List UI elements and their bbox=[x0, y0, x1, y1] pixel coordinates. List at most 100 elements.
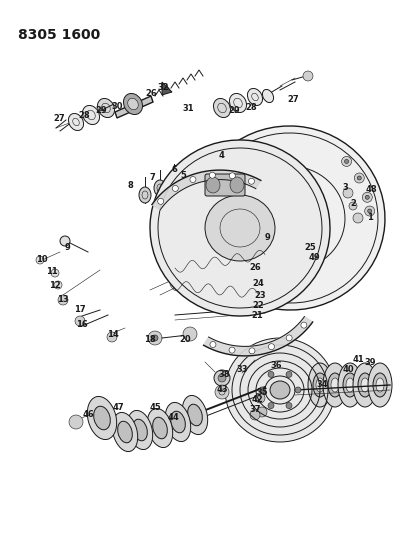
Ellipse shape bbox=[168, 174, 180, 190]
Text: 11: 11 bbox=[46, 268, 58, 277]
Circle shape bbox=[248, 178, 254, 184]
Ellipse shape bbox=[187, 404, 202, 426]
Text: 28: 28 bbox=[78, 110, 90, 119]
Text: 40: 40 bbox=[342, 366, 353, 375]
Text: 45: 45 bbox=[149, 403, 160, 413]
Circle shape bbox=[54, 281, 62, 289]
Text: 38: 38 bbox=[218, 370, 229, 379]
Text: 42: 42 bbox=[250, 395, 262, 405]
Text: 41: 41 bbox=[351, 356, 363, 365]
Text: 30: 30 bbox=[111, 101, 122, 110]
Circle shape bbox=[182, 327, 196, 341]
Ellipse shape bbox=[68, 114, 83, 131]
Text: 39: 39 bbox=[363, 359, 375, 367]
Text: 25: 25 bbox=[303, 244, 315, 253]
Text: 47: 47 bbox=[112, 403, 124, 413]
Ellipse shape bbox=[330, 378, 338, 392]
Ellipse shape bbox=[259, 190, 319, 246]
Ellipse shape bbox=[315, 378, 323, 392]
Circle shape bbox=[285, 402, 291, 409]
Ellipse shape bbox=[177, 170, 189, 186]
Ellipse shape bbox=[127, 410, 152, 449]
Ellipse shape bbox=[337, 363, 361, 407]
Ellipse shape bbox=[97, 99, 114, 118]
Text: 10: 10 bbox=[36, 255, 48, 264]
Circle shape bbox=[36, 256, 44, 264]
Circle shape bbox=[306, 243, 316, 253]
Text: 18: 18 bbox=[144, 335, 155, 344]
Ellipse shape bbox=[117, 421, 132, 443]
Text: 49: 49 bbox=[308, 254, 319, 262]
Circle shape bbox=[69, 415, 83, 429]
Text: 23: 23 bbox=[254, 290, 265, 300]
Circle shape bbox=[285, 372, 291, 377]
Circle shape bbox=[189, 176, 196, 182]
Text: 28: 28 bbox=[245, 102, 256, 111]
Text: 36: 36 bbox=[270, 361, 281, 370]
Ellipse shape bbox=[229, 177, 243, 193]
Ellipse shape bbox=[123, 93, 142, 115]
Ellipse shape bbox=[312, 373, 326, 397]
Circle shape bbox=[348, 202, 356, 210]
Text: 27: 27 bbox=[286, 94, 298, 103]
Text: 1: 1 bbox=[366, 214, 372, 222]
Circle shape bbox=[249, 410, 259, 420]
Text: 16: 16 bbox=[76, 320, 88, 329]
Text: 46: 46 bbox=[82, 410, 94, 419]
Circle shape bbox=[267, 372, 273, 377]
Circle shape bbox=[310, 254, 318, 262]
Circle shape bbox=[353, 173, 363, 183]
Ellipse shape bbox=[360, 378, 368, 392]
Text: 43: 43 bbox=[216, 385, 227, 394]
Ellipse shape bbox=[87, 397, 117, 440]
Circle shape bbox=[248, 348, 254, 354]
Circle shape bbox=[209, 172, 215, 178]
Text: 8: 8 bbox=[127, 181, 133, 190]
Ellipse shape bbox=[345, 378, 353, 392]
Circle shape bbox=[356, 176, 360, 180]
Polygon shape bbox=[162, 82, 172, 95]
Circle shape bbox=[300, 322, 306, 328]
Text: 34: 34 bbox=[315, 381, 327, 390]
Ellipse shape bbox=[112, 413, 137, 451]
Circle shape bbox=[285, 335, 292, 341]
Ellipse shape bbox=[165, 402, 190, 441]
Ellipse shape bbox=[322, 363, 346, 407]
Ellipse shape bbox=[128, 98, 138, 110]
Text: 3: 3 bbox=[341, 183, 347, 192]
Ellipse shape bbox=[182, 395, 207, 434]
Ellipse shape bbox=[372, 373, 386, 397]
Text: 24: 24 bbox=[252, 279, 263, 287]
Text: 9: 9 bbox=[265, 232, 270, 241]
Text: 20: 20 bbox=[179, 335, 190, 344]
Text: 26: 26 bbox=[249, 263, 260, 272]
Circle shape bbox=[352, 213, 362, 223]
Text: 13: 13 bbox=[57, 295, 69, 304]
Text: 14: 14 bbox=[107, 330, 119, 340]
Circle shape bbox=[172, 185, 178, 191]
Text: 5: 5 bbox=[180, 171, 186, 180]
Circle shape bbox=[268, 344, 274, 350]
Circle shape bbox=[364, 195, 369, 199]
Circle shape bbox=[256, 407, 266, 417]
Circle shape bbox=[341, 156, 351, 166]
Ellipse shape bbox=[82, 106, 99, 125]
Circle shape bbox=[51, 269, 59, 277]
Ellipse shape bbox=[195, 126, 384, 310]
Ellipse shape bbox=[154, 180, 166, 196]
Ellipse shape bbox=[150, 140, 329, 316]
Ellipse shape bbox=[367, 363, 391, 407]
Text: 6: 6 bbox=[171, 166, 177, 174]
Text: 33: 33 bbox=[236, 366, 247, 375]
Circle shape bbox=[148, 331, 162, 345]
Ellipse shape bbox=[213, 99, 230, 118]
Circle shape bbox=[75, 316, 85, 326]
Polygon shape bbox=[115, 96, 153, 118]
Circle shape bbox=[267, 402, 273, 409]
Text: 29: 29 bbox=[228, 106, 239, 115]
Circle shape bbox=[213, 370, 229, 386]
Ellipse shape bbox=[204, 195, 274, 261]
Circle shape bbox=[107, 332, 117, 342]
Ellipse shape bbox=[152, 417, 167, 439]
Ellipse shape bbox=[352, 363, 376, 407]
